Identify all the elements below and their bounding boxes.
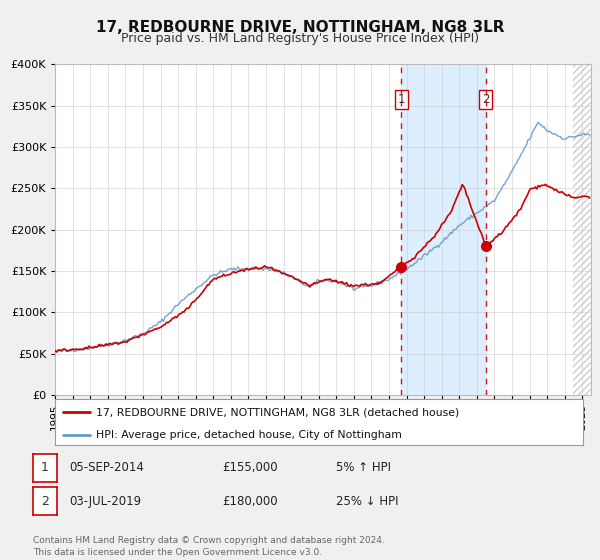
Bar — [574, 64, 600, 395]
Text: 5% ↑ HPI: 5% ↑ HPI — [336, 461, 391, 474]
Bar — [401, 64, 485, 395]
Text: 2: 2 — [41, 494, 49, 508]
Text: 03-JUL-2019: 03-JUL-2019 — [69, 494, 141, 508]
Text: Price paid vs. HM Land Registry's House Price Index (HPI): Price paid vs. HM Land Registry's House … — [121, 32, 479, 45]
Text: 1: 1 — [41, 461, 49, 474]
Bar — [574, 64, 600, 395]
Text: 1: 1 — [398, 92, 405, 106]
Text: £155,000: £155,000 — [222, 461, 278, 474]
Text: Contains HM Land Registry data © Crown copyright and database right 2024.
This d: Contains HM Land Registry data © Crown c… — [33, 536, 385, 557]
Text: 25% ↓ HPI: 25% ↓ HPI — [336, 494, 398, 508]
Text: 17, REDBOURNE DRIVE, NOTTINGHAM, NG8 3LR (detached house): 17, REDBOURNE DRIVE, NOTTINGHAM, NG8 3LR… — [97, 407, 460, 417]
Text: £180,000: £180,000 — [222, 494, 278, 508]
Text: 05-SEP-2014: 05-SEP-2014 — [69, 461, 144, 474]
Text: 17, REDBOURNE DRIVE, NOTTINGHAM, NG8 3LR: 17, REDBOURNE DRIVE, NOTTINGHAM, NG8 3LR — [96, 20, 504, 35]
Text: 2: 2 — [482, 92, 490, 106]
Text: HPI: Average price, detached house, City of Nottingham: HPI: Average price, detached house, City… — [97, 430, 402, 440]
